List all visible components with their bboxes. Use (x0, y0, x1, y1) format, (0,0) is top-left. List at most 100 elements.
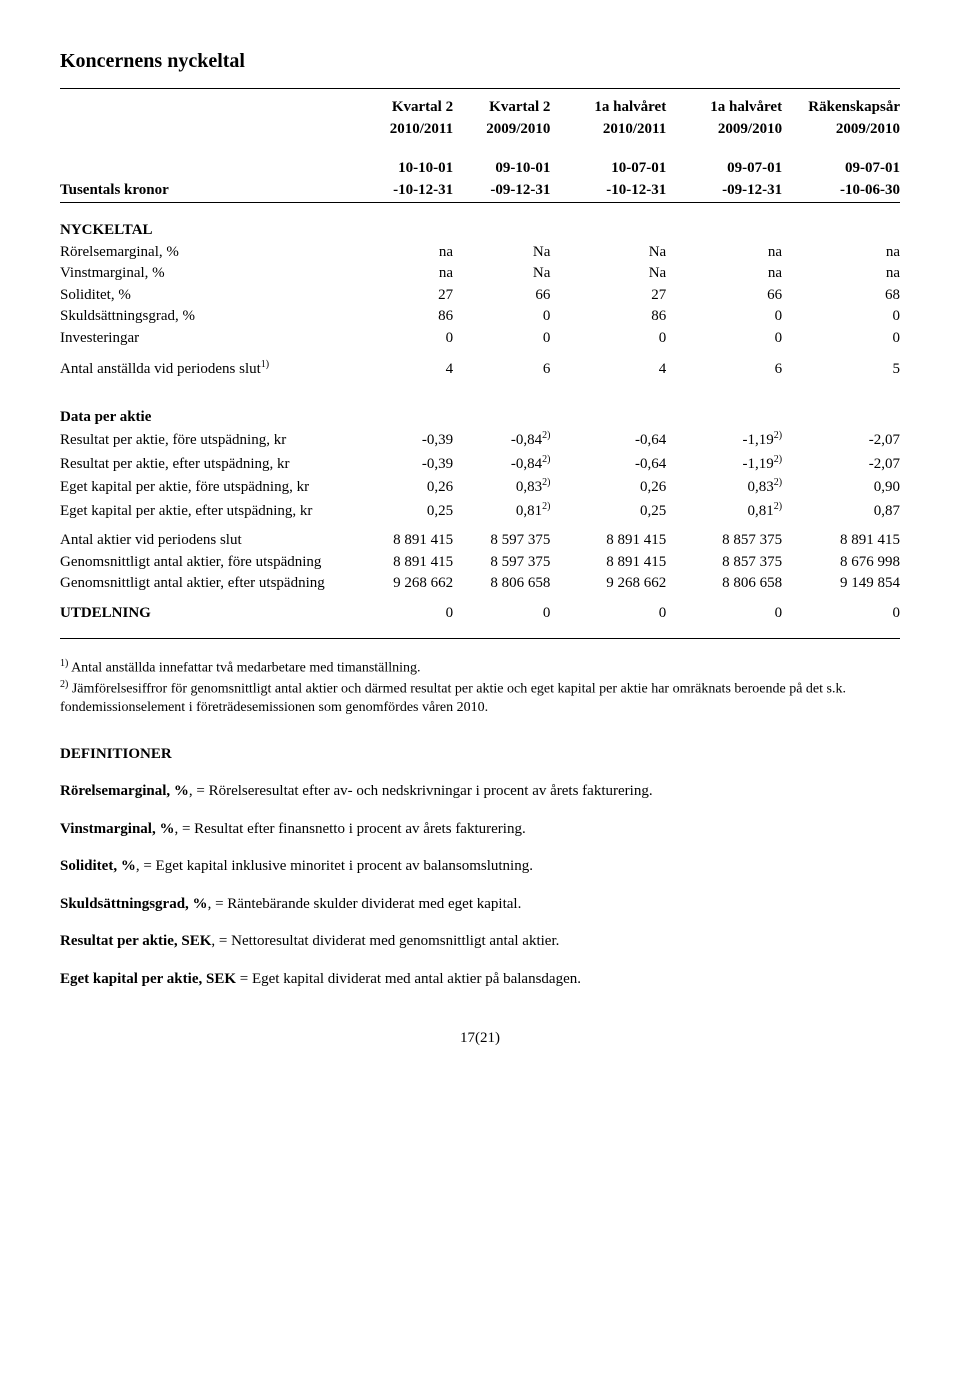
val: 66 (666, 285, 782, 307)
val: 0 (666, 306, 782, 328)
val: -0,842) (453, 452, 550, 476)
definitions-list: Rörelsemarginal, %, = Rörelseresultat ef… (60, 782, 900, 989)
header-row-1: Kvartal 2 Kvartal 2 1a halvåret 1a halvå… (60, 97, 900, 119)
hdr: Räkenskapsår (782, 97, 900, 119)
hdr: -09-12-31 (666, 180, 782, 202)
val: 0,812) (666, 499, 782, 523)
table-row: Resultat per aktie, före utspädning, kr-… (60, 428, 900, 452)
val: 0,832) (666, 475, 782, 499)
header-row-4: Tusentals kronor -10-12-31 -09-12-31 -10… (60, 180, 900, 202)
nyckeltal-heading: NYCKELTAL (60, 220, 356, 242)
utdelning-label: UTDELNING (60, 603, 356, 625)
antal-label: Antal anställda vid periodens slut1) (60, 357, 356, 381)
val: 9 268 662 (356, 573, 453, 595)
hdr: 09-07-01 (782, 158, 900, 180)
val: 4 (550, 357, 666, 381)
row-label: Investeringar (60, 328, 356, 350)
val: -0,842) (453, 428, 550, 452)
val: 0 (453, 328, 550, 350)
val: 0,25 (356, 499, 453, 523)
hdr: -09-12-31 (453, 180, 550, 202)
val: 86 (550, 306, 666, 328)
hdr: 1a halvåret (550, 97, 666, 119)
row-label: Eget kapital per aktie, efter utspädning… (60, 499, 356, 523)
val: Na (453, 242, 550, 264)
val: 66 (453, 285, 550, 307)
val: -1,192) (666, 452, 782, 476)
divider-top (60, 88, 900, 89)
val: 0 (782, 306, 900, 328)
val: -2,07 (782, 452, 900, 476)
definition-term: Soliditet, % (60, 858, 136, 874)
val: 0,812) (453, 499, 550, 523)
table-row: Rörelsemarginal, %naNaNanana (60, 242, 900, 264)
val: -0,64 (550, 428, 666, 452)
val: 0,25 (550, 499, 666, 523)
definition-term: Rörelsemarginal, % (60, 783, 189, 799)
val: 0 (782, 603, 900, 625)
val: 68 (782, 285, 900, 307)
definition-item: Skuldsättningsgrad, %, = Räntebärande sk… (60, 895, 900, 915)
definition-item: Soliditet, %, = Eget kapital inklusive m… (60, 857, 900, 877)
val: 9 149 854 (782, 573, 900, 595)
val: 8 857 375 (666, 552, 782, 574)
table-row: Resultat per aktie, efter utspädning, kr… (60, 452, 900, 476)
row-label: Resultat per aktie, efter utspädning, kr (60, 452, 356, 476)
footnotes: 1) Antal anställda innefattar två medarb… (60, 657, 900, 717)
definition-item: Vinstmarginal, %, = Resultat efter finan… (60, 820, 900, 840)
hdr: -10-06-30 (782, 180, 900, 202)
val: 0,26 (550, 475, 666, 499)
hdr: 10-07-01 (550, 158, 666, 180)
definition-text: , = Rörelseresultat efter av- och nedskr… (189, 783, 653, 799)
val: Na (550, 263, 666, 285)
val: 4 (356, 357, 453, 381)
val: 8 891 415 (782, 530, 900, 552)
val: 0,87 (782, 499, 900, 523)
val: 8 676 998 (782, 552, 900, 574)
hdr: 1a halvåret (666, 97, 782, 119)
val: 9 268 662 (550, 573, 666, 595)
definition-term: Vinstmarginal, % (60, 821, 174, 837)
val: -0,39 (356, 452, 453, 476)
val: 5 (782, 357, 900, 381)
row-label: Rörelsemarginal, % (60, 242, 356, 264)
val: Na (453, 263, 550, 285)
val: 0 (453, 603, 550, 625)
antal-row: Antal anställda vid periodens slut1) 4 6… (60, 357, 900, 381)
val: 0 (782, 328, 900, 350)
hdr: 09-07-01 (666, 158, 782, 180)
hdr: 09-10-01 (453, 158, 550, 180)
row-label: Genomsnittligt antal aktier, före utspäd… (60, 552, 356, 574)
val: 0,832) (453, 475, 550, 499)
definition-text: , = Räntebärande skulder dividerat med e… (208, 896, 522, 912)
definition-text: , = Nettoresultat dividerat med genomsni… (211, 933, 559, 949)
val: 8 891 415 (550, 552, 666, 574)
row-label: Genomsnittligt antal aktier, efter utspä… (60, 573, 356, 595)
page-title: Koncernens nyckeltal (60, 48, 900, 74)
hdr: 2009/2010 (453, 119, 550, 141)
table-row: Skuldsättningsgrad, %8608600 (60, 306, 900, 328)
row-label: Antal aktier vid periodens slut (60, 530, 356, 552)
definition-term: Skuldsättningsgrad, % (60, 896, 208, 912)
val: -0,39 (356, 428, 453, 452)
definition-term: Eget kapital per aktie, SEK (60, 971, 236, 987)
val: -1,192) (666, 428, 782, 452)
val: 8 891 415 (550, 530, 666, 552)
data-per-aktie-heading: Data per aktie (60, 407, 356, 429)
footnote-2: 2) Jämförelsesiffror för genomsnittligt … (60, 678, 900, 717)
val: 0 (666, 603, 782, 625)
val: 0,90 (782, 475, 900, 499)
definition-text: = Eget kapital dividerat med antal aktie… (236, 971, 581, 987)
hdr: 2010/2011 (356, 119, 453, 141)
val: na (782, 242, 900, 264)
val: 0 (356, 328, 453, 350)
val: 0 (550, 328, 666, 350)
table-row: Eget kapital per aktie, efter utspädning… (60, 499, 900, 523)
hdr: -10-12-31 (550, 180, 666, 202)
val: 6 (666, 357, 782, 381)
val: -2,07 (782, 428, 900, 452)
val: 0 (356, 603, 453, 625)
table-row: Antal aktier vid periodens slut 8 891 415… (60, 530, 900, 552)
val: 0 (453, 306, 550, 328)
val: na (356, 263, 453, 285)
